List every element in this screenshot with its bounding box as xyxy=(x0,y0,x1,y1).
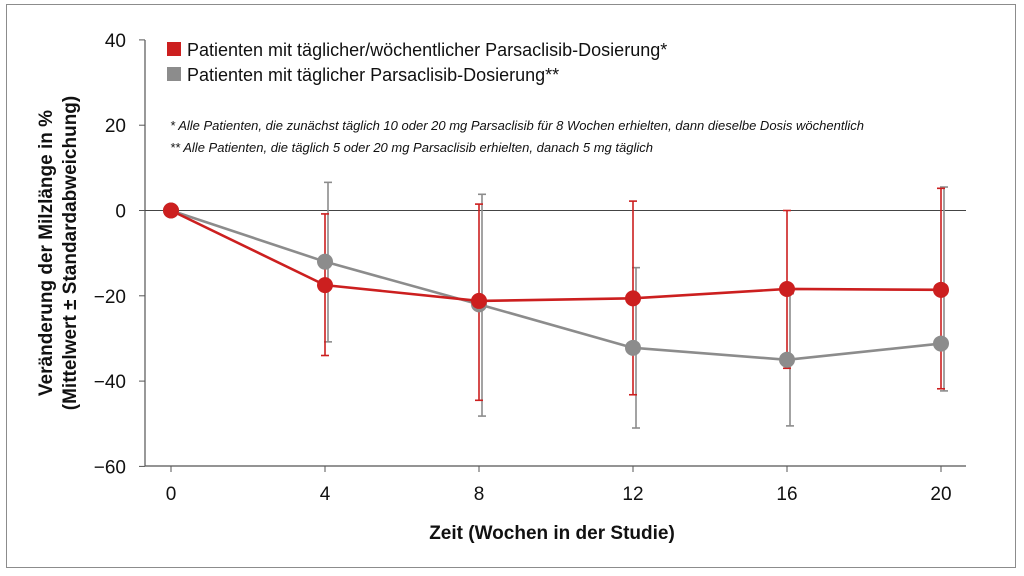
data-point xyxy=(317,277,333,294)
legend-label-2: Patienten mit täglicher Parsaclisib-Dosi… xyxy=(187,65,559,85)
data-point xyxy=(471,292,487,309)
y-ticks: 40 20 0 −20 −40 −60 xyxy=(94,31,145,478)
x-tick-label: 4 xyxy=(320,484,331,505)
data-point xyxy=(625,339,641,356)
legend-label-1: Patienten mit täglicher/wöchentlicher Pa… xyxy=(187,40,667,60)
footnote-2: ** Alle Patienten, die täglich 5 oder 20… xyxy=(170,140,653,155)
legend-swatch-gray xyxy=(167,67,181,81)
chart-frame xyxy=(6,4,1016,568)
footnote-1: * Alle Patienten, die zunächst täglich 1… xyxy=(170,118,864,133)
plot-area xyxy=(163,181,949,429)
x-tick-label: 12 xyxy=(622,484,643,505)
y-axis-title-line-2: (Mittelwert ± Standardabweichung) xyxy=(60,96,81,410)
markers-series-2 xyxy=(163,202,949,368)
legend-swatch-red xyxy=(167,42,181,56)
legend: Patienten mit täglicher/wöchentlicher Pa… xyxy=(167,40,667,85)
x-tick-label: 8 xyxy=(474,484,485,505)
data-point xyxy=(779,280,795,297)
y-tick-label: −20 xyxy=(94,287,126,308)
axes xyxy=(144,40,966,467)
y-tick-label: 40 xyxy=(105,31,126,52)
data-point xyxy=(625,290,641,307)
x-ticks: 0 4 8 12 16 20 xyxy=(166,466,952,505)
x-tick-label: 20 xyxy=(930,484,951,505)
x-axis-title: Zeit (Wochen in der Studie) xyxy=(429,523,675,544)
data-point xyxy=(933,281,949,298)
data-point xyxy=(163,202,179,219)
y-tick-label: 0 xyxy=(115,202,126,223)
series-line-2 xyxy=(170,209,942,362)
y-tick-label: −60 xyxy=(94,457,126,478)
y-axis-title-line-1: Veränderung der Milzlänge in % xyxy=(36,110,57,396)
markers-series-1 xyxy=(163,202,949,309)
data-point xyxy=(933,335,949,352)
y-tick-label: 20 xyxy=(105,116,126,137)
data-point xyxy=(317,253,333,270)
x-tick-label: 16 xyxy=(776,484,797,505)
data-point xyxy=(779,351,795,368)
x-tick-label: 0 xyxy=(166,484,177,505)
series-line-1 xyxy=(170,209,942,303)
y-axis-title: Veränderung der Milzlänge in % (Mittelwe… xyxy=(36,96,81,410)
y-tick-label: −40 xyxy=(94,372,126,393)
